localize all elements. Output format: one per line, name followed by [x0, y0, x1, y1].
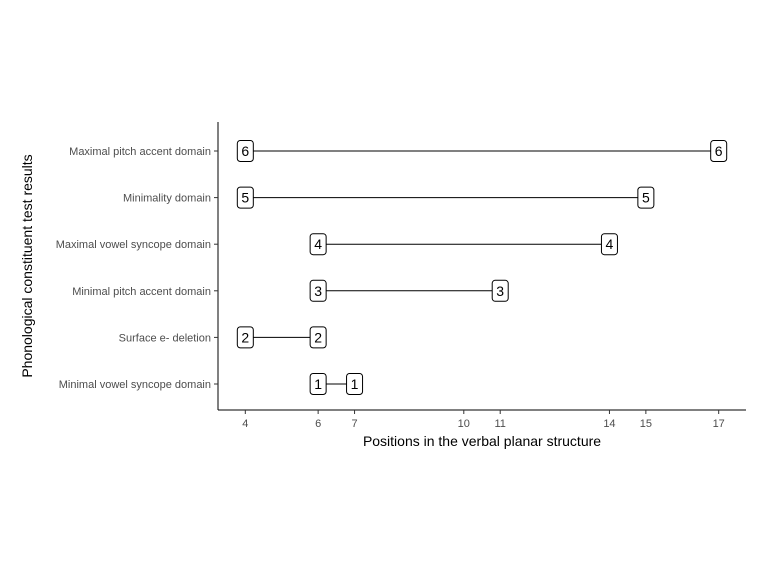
- endpoint-label: 4: [314, 236, 322, 252]
- x-axis-title: Positions in the verbal planar structure: [363, 433, 601, 449]
- x-axis-ticks: 4 6 7 10 11 14 15 17: [242, 410, 725, 430]
- endpoint-label: 1: [314, 376, 322, 392]
- endpoint-label: 4: [606, 236, 614, 252]
- endpoint-box: [600, 233, 618, 256]
- endpoint-box: [236, 140, 254, 162]
- y-tick-label: Maximal pitch accent domain: [69, 146, 211, 158]
- y-tick-label: Surface e- deletion: [119, 332, 211, 344]
- endpoint-box: [309, 279, 327, 302]
- endpoint-label: 5: [241, 190, 249, 206]
- plot-area: 6 65 54 43 32 21 1: [236, 140, 728, 395]
- x-tick-label: 7: [351, 418, 357, 430]
- endpoint-label: 6: [241, 143, 249, 159]
- endpoint-box: [491, 279, 509, 302]
- endpoint-box: [236, 186, 254, 209]
- x-tick-label: 6: [315, 418, 321, 430]
- endpoint-label: 1: [351, 376, 359, 392]
- y-axis-title: Phonological constituent test results: [19, 154, 35, 377]
- x-tick-label: 11: [494, 418, 505, 430]
- x-tick-label: 14: [603, 418, 615, 430]
- endpoint-box: [309, 326, 327, 349]
- endpoint-box: [236, 326, 254, 349]
- y-axis-ticks: Maximal pitch accent domain Minimality do…: [56, 146, 218, 391]
- endpoint-label: 3: [314, 283, 322, 299]
- endpoint-label: 6: [715, 143, 723, 159]
- x-tick-label: 10: [458, 418, 470, 430]
- endpoint-box: [309, 373, 327, 395]
- y-tick-label: Minimal pitch accent domain: [72, 286, 211, 298]
- x-tick-label: 15: [640, 418, 652, 430]
- y-tick-label: Minimal vowel syncope domain: [59, 379, 211, 391]
- y-tick-label: Minimality domain: [123, 193, 211, 205]
- endpoint-label: 2: [314, 329, 322, 345]
- x-tick-label: 17: [713, 418, 725, 430]
- endpoint-box: [710, 140, 728, 162]
- endpoint-label: 3: [496, 283, 504, 299]
- endpoint-label: 2: [241, 329, 249, 345]
- x-tick-label: 4: [242, 418, 248, 430]
- y-tick-label: Maximal vowel syncope domain: [56, 239, 211, 251]
- endpoint-box: [637, 186, 655, 209]
- endpoint-box: [309, 233, 327, 256]
- endpoint-box: [346, 373, 364, 395]
- endpoint-label: 5: [642, 190, 650, 206]
